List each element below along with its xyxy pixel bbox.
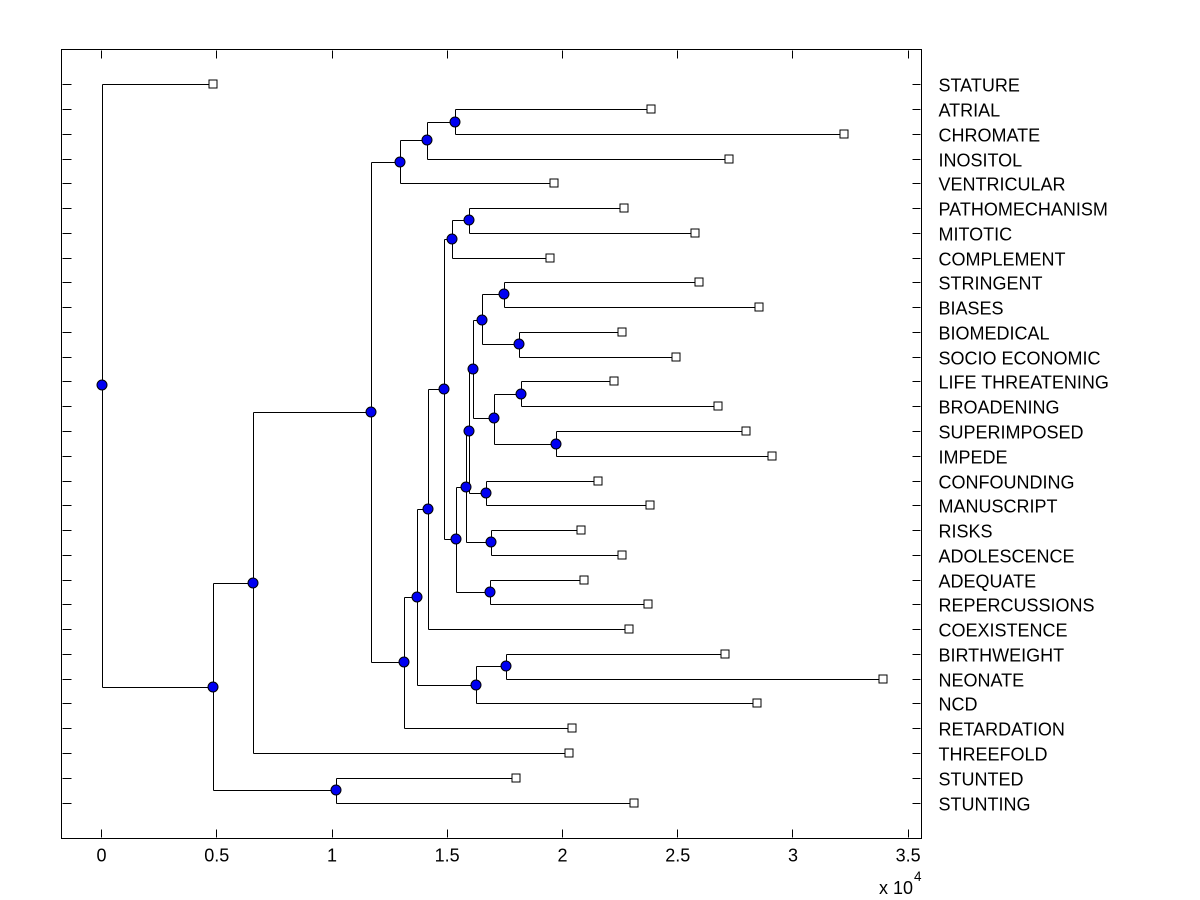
svg-text:COMPLEMENT: COMPLEMENT <box>939 249 1066 269</box>
svg-text:IMPEDE: IMPEDE <box>939 447 1008 467</box>
svg-text:MITOTIC: MITOTIC <box>939 224 1013 244</box>
svg-text:REPERCUSSIONS: REPERCUSSIONS <box>939 595 1095 615</box>
svg-text:COEXISTENCE: COEXISTENCE <box>939 620 1068 640</box>
svg-text:1.5: 1.5 <box>435 846 460 866</box>
svg-text:BIASES: BIASES <box>939 298 1004 318</box>
svg-text:NCD: NCD <box>939 694 978 714</box>
svg-text:CONFOUNDING: CONFOUNDING <box>939 472 1075 492</box>
svg-text:x 10: x 10 <box>879 878 913 898</box>
svg-text:STUNTED: STUNTED <box>939 769 1024 789</box>
svg-text:RISKS: RISKS <box>939 521 993 541</box>
svg-text:VENTRICULAR: VENTRICULAR <box>939 174 1066 194</box>
svg-text:1: 1 <box>327 846 337 866</box>
svg-text:MANUSCRIPT: MANUSCRIPT <box>939 496 1058 516</box>
svg-text:2.5: 2.5 <box>665 846 690 866</box>
svg-text:3: 3 <box>788 846 798 866</box>
svg-text:SUPERIMPOSED: SUPERIMPOSED <box>939 422 1084 442</box>
svg-text:4: 4 <box>914 869 922 884</box>
svg-text:STATURE: STATURE <box>939 75 1020 95</box>
svg-text:LIFE THREATENING: LIFE THREATENING <box>939 372 1109 392</box>
svg-text:THREEFOLD: THREEFOLD <box>939 744 1048 764</box>
svg-text:BIOMEDICAL: BIOMEDICAL <box>939 323 1050 343</box>
svg-text:BIRTHWEIGHT: BIRTHWEIGHT <box>939 645 1065 665</box>
svg-text:RETARDATION: RETARDATION <box>939 719 1065 739</box>
svg-text:2: 2 <box>557 846 567 866</box>
svg-text:CHROMATE: CHROMATE <box>939 125 1041 145</box>
svg-text:STUNTING: STUNTING <box>939 794 1031 814</box>
svg-text:NEONATE: NEONATE <box>939 670 1025 690</box>
svg-text:SOCIO ECONOMIC: SOCIO ECONOMIC <box>939 348 1101 368</box>
svg-text:STRINGENT: STRINGENT <box>939 273 1043 293</box>
svg-text:PATHOMECHANISM: PATHOMECHANISM <box>939 199 1108 219</box>
svg-text:0.5: 0.5 <box>204 846 229 866</box>
svg-text:ADOLESCENCE: ADOLESCENCE <box>939 546 1075 566</box>
svg-text:INOSITOL: INOSITOL <box>939 150 1023 170</box>
svg-text:ADEQUATE: ADEQUATE <box>939 571 1037 591</box>
svg-text:3.5: 3.5 <box>896 846 921 866</box>
svg-text:BROADENING: BROADENING <box>939 397 1060 417</box>
svg-text:ATRIAL: ATRIAL <box>939 100 1001 120</box>
svg-text:0: 0 <box>96 846 106 866</box>
